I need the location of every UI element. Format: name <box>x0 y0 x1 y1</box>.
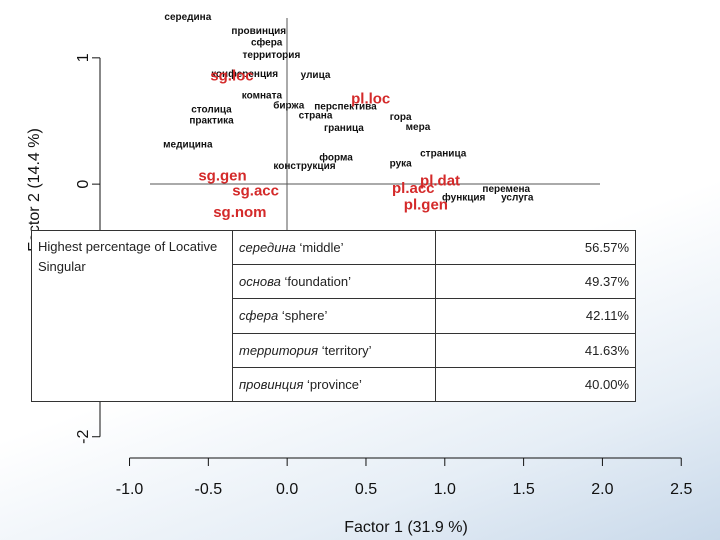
percentage: 41.63% <box>435 332 636 368</box>
case-point: pl.gen <box>404 197 448 214</box>
y-tick-label: 0 <box>75 180 92 189</box>
table-row: Highest percentage of Locative Singular с… <box>31 229 636 402</box>
word-point: функция <box>442 192 486 204</box>
word-point: конференция <box>211 68 278 80</box>
y-tick-label: 1 <box>75 53 92 62</box>
gloss: ‘foundation’ <box>284 274 351 290</box>
x-tick-label: 2.0 <box>591 481 613 498</box>
word-cell: середина ‘middle’ <box>232 229 436 266</box>
word-cell: основа ‘foundation’ <box>232 264 436 300</box>
case-point: pl.dat <box>420 173 460 190</box>
percentage: 42.11% <box>435 298 636 334</box>
word-point: сфера <box>251 36 283 48</box>
table-row: территория ‘territory’ 41.63% <box>32 332 636 368</box>
word-point: страница <box>420 148 467 159</box>
word-point: середина <box>164 12 211 23</box>
gloss: ‘sphere’ <box>281 308 328 324</box>
word-point: страна <box>299 111 333 122</box>
word-point: перемена <box>482 184 530 195</box>
word-point: перспектива <box>314 102 377 113</box>
gloss: ‘territory’ <box>321 342 372 358</box>
y-tick-label: -2 <box>75 430 92 444</box>
word-point: биржа <box>273 99 305 111</box>
word-point: медицина <box>163 140 213 151</box>
word-point: столица <box>191 104 232 115</box>
word-point: комната <box>242 90 283 101</box>
word-point: форма <box>319 151 353 163</box>
word-point: конструкция <box>273 161 335 172</box>
case-point: sg.acc <box>232 183 279 200</box>
table-body: Highest percentage of Locative Singular с… <box>31 229 636 403</box>
table-header: Highest percentage of Locative Singular <box>31 230 233 402</box>
word-cell: сфера ‘sphere’ <box>232 298 436 334</box>
gloss: ‘province’ <box>307 376 362 392</box>
table-row: провинция ‘province’ 40.00% <box>32 366 636 403</box>
gloss: ‘middle’ <box>299 240 344 256</box>
percentage: 56.57% <box>435 229 636 266</box>
word-point: территория <box>242 50 300 61</box>
word-point: рука <box>390 159 413 170</box>
percentage: 40.00% <box>435 366 636 403</box>
word-point: граница <box>324 123 364 134</box>
word-cell: провинция ‘province’ <box>232 366 436 403</box>
russian-word: провинция <box>239 376 304 392</box>
percentage: 49.37% <box>435 264 636 300</box>
case-point: pl.loc <box>351 90 390 107</box>
case-point: sg.nom <box>213 204 266 221</box>
word-point: провинция <box>231 26 286 37</box>
word-point: гора <box>390 112 412 123</box>
russian-word: основа <box>239 274 281 290</box>
y-axis-label: Factor 2 (14.4 %) <box>26 128 43 252</box>
word-point: мера <box>406 122 431 133</box>
x-axis-label: Factor 1 (31.9 %) <box>344 519 468 536</box>
x-tick-label: 1.5 <box>512 481 534 498</box>
x-tick-label: 0.0 <box>276 481 298 498</box>
percentage-table: Highest percentage of Locative Singular с… <box>31 229 636 403</box>
case-point: sg.loc <box>210 68 253 85</box>
case-point: sg.gen <box>198 168 246 185</box>
word-point: практика <box>189 116 234 127</box>
russian-word: территория <box>239 342 319 358</box>
case-point: pl.acc <box>392 180 435 197</box>
russian-word: середина <box>239 240 296 256</box>
russian-word: сфера <box>239 308 279 324</box>
word-point: услуга <box>501 193 534 204</box>
x-tick-label: 2.5 <box>670 481 692 498</box>
x-tick-label: -1.0 <box>116 481 144 498</box>
table-row: основа ‘foundation’ 49.37% <box>32 264 636 300</box>
x-tick-label: -0.5 <box>195 481 223 498</box>
table-row: сфера ‘sphere’ 42.11% <box>32 298 636 334</box>
word-cell: территория ‘territory’ <box>232 332 436 368</box>
word-point: улица <box>301 70 331 81</box>
x-tick-label: 0.5 <box>355 481 377 498</box>
x-tick-label: 1.0 <box>434 481 456 498</box>
